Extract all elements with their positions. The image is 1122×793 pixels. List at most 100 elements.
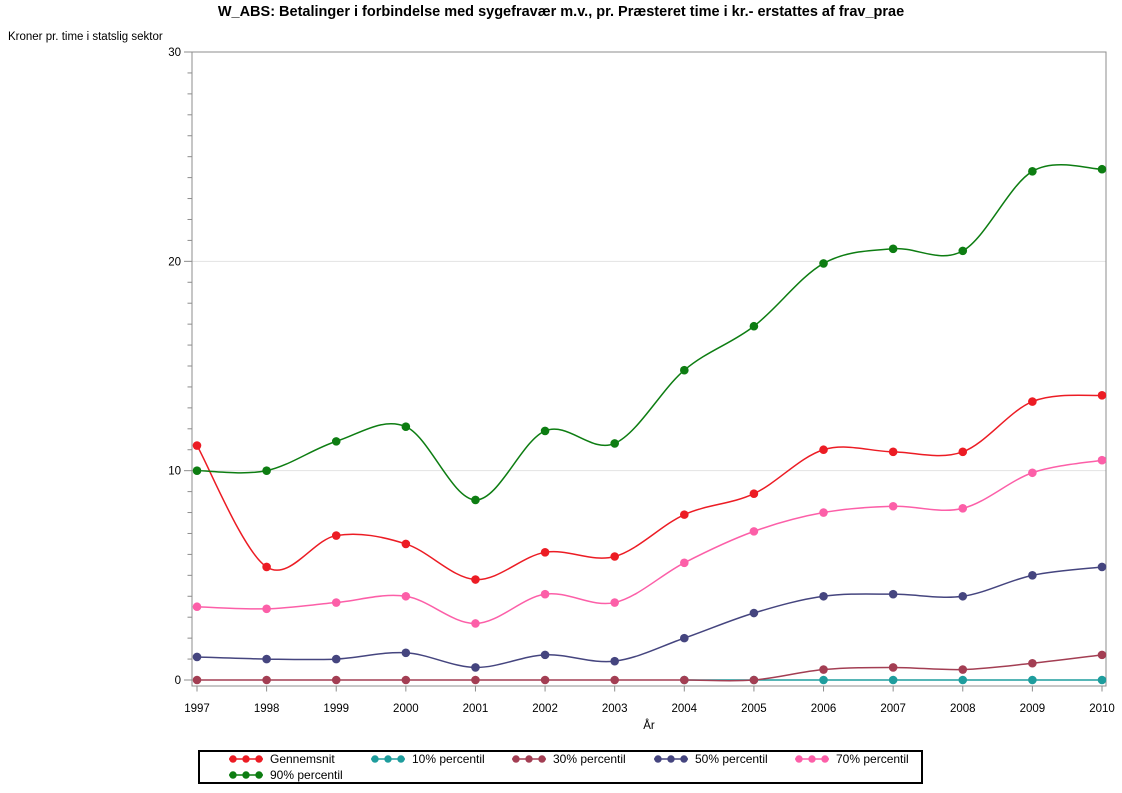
data-point: [471, 495, 480, 505]
data-point: [262, 562, 271, 572]
series-30-percentil: [192, 650, 1107, 685]
y-tick-label: 0: [175, 675, 181, 687]
y-axis-title: Kroner pr. time i statslig sektor: [8, 31, 163, 43]
x-axis-title: År: [643, 720, 655, 732]
data-point: [540, 426, 550, 436]
data-point: [471, 675, 480, 685]
series-gennemsnit: [192, 391, 1107, 584]
data-point: [331, 437, 341, 446]
y-tick-label: 10: [168, 466, 181, 478]
x-tick-label: 2007: [880, 703, 906, 715]
legend-item-label: 90% percentil: [270, 768, 343, 782]
data-point: [680, 633, 689, 643]
data-point: [958, 246, 968, 256]
data-point: [262, 604, 271, 614]
x-tick-label: 2006: [811, 703, 837, 715]
data-point: [401, 422, 411, 432]
data-point: [749, 608, 759, 618]
data-point: [540, 548, 550, 557]
legend-item-10-percentil: 10% percentil: [369, 752, 485, 766]
data-point: [401, 675, 411, 685]
data-point: [610, 675, 619, 685]
data-point: [680, 558, 689, 568]
data-point: [819, 259, 828, 268]
data-point: [1028, 167, 1037, 176]
data-point: [192, 675, 202, 685]
x-tick-label: 2003: [602, 703, 628, 715]
legend: Gennemsnit 10% percentil 30% percentil 50% …: [198, 750, 923, 784]
data-point: [680, 510, 689, 519]
data-point: [888, 589, 898, 599]
data-point: [1097, 650, 1107, 660]
data-point: [819, 445, 828, 455]
data-point: [888, 501, 898, 511]
data-point: [958, 504, 968, 513]
data-point: [401, 648, 411, 658]
data-point: [401, 539, 411, 549]
data-point: [540, 589, 550, 599]
x-axis: 1997 1998 1999 2000 2001 2002 2003 2004 2005 2006…: [184, 686, 1115, 715]
data-point: [1097, 675, 1107, 685]
gridlines: [192, 260, 1106, 681]
data-point: [888, 447, 898, 457]
legend-marker-icon: [229, 755, 263, 763]
data-point: [262, 654, 271, 664]
data-point: [1097, 455, 1107, 465]
data-point: [331, 598, 341, 607]
y-tick-label: 20: [168, 256, 181, 268]
legend-item-50-percentil: 50% percentil: [652, 752, 768, 766]
legend-item-label: 70% percentil: [836, 752, 909, 766]
data-point: [471, 663, 480, 672]
data-point: [610, 552, 619, 561]
x-tick-label: 2009: [1020, 703, 1046, 715]
data-point: [749, 675, 759, 685]
data-point: [819, 665, 828, 674]
legend-marker-icon: [795, 755, 829, 763]
data-point: [1028, 397, 1037, 406]
data-point: [192, 652, 202, 662]
data-point: [888, 675, 898, 685]
series-line: [196, 566, 1103, 669]
data-point: [610, 598, 619, 607]
data-point: [1028, 658, 1037, 668]
data-point: [262, 466, 271, 475]
legend-item-label: 50% percentil: [695, 752, 768, 766]
data-point: [888, 244, 898, 254]
x-tick-label: 2002: [532, 703, 558, 715]
data-point: [192, 466, 202, 475]
y-tick-label: 30: [168, 47, 181, 59]
legend-marker-icon: [512, 755, 546, 763]
data-point: [540, 650, 550, 660]
line-plot: 0 10 20 30 1997 1998 1999 2000 2001 2002 2003 2004 2…: [168, 47, 1115, 715]
data-point: [749, 489, 759, 498]
data-point: [471, 575, 480, 584]
series-line: [196, 459, 1103, 625]
data-point: [819, 508, 828, 517]
series-line: [196, 164, 1103, 501]
series-70-percentil: [192, 455, 1107, 628]
legend-item-label: 10% percentil: [412, 752, 485, 766]
series-line: [196, 394, 1103, 581]
series-90-percentil: [192, 164, 1107, 505]
data-point: [192, 441, 202, 450]
data-point: [1097, 562, 1107, 572]
chart-title: W_ABS: Betalinger i forbindelse med syge…: [217, 4, 905, 20]
data-point: [680, 675, 689, 685]
plot-frame: [191, 51, 1107, 687]
data-point: [1097, 391, 1107, 400]
legend-item-30-percentil: 30% percentil: [510, 752, 626, 766]
data-point: [1028, 571, 1037, 580]
x-tick-label: 1998: [254, 703, 280, 715]
legend-item-label: Gennemsnit: [270, 752, 335, 766]
data-point: [958, 447, 968, 457]
y-axis: 0 10 20 30: [168, 47, 192, 687]
data-point: [610, 656, 619, 666]
x-tick-label: 2010: [1089, 703, 1115, 715]
legend-marker-icon: [654, 755, 688, 763]
data-point: [680, 365, 689, 375]
x-tick-label: 2005: [741, 703, 767, 715]
series-line: [197, 654, 1103, 682]
x-tick-label: 1999: [323, 703, 349, 715]
data-point: [610, 439, 619, 448]
